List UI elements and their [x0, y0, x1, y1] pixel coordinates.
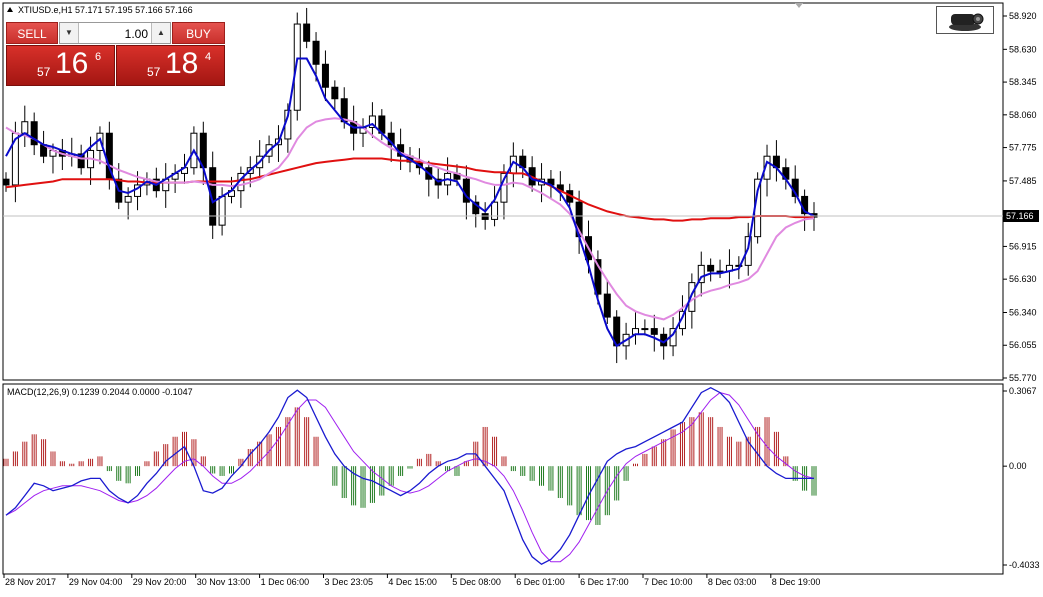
- candle-body: [312, 40, 320, 65]
- candle-body: [707, 264, 715, 272]
- buy-price-button[interactable]: 57 18 4: [116, 45, 225, 86]
- main-plot: [2, 7, 818, 364]
- time-tick-label: 30 Nov 13:00: [197, 577, 251, 587]
- time-tick-label: 7 Dec 10:00: [644, 577, 693, 587]
- buy-price-prefix: 57: [147, 65, 161, 79]
- lot-size-input[interactable]: [82, 25, 150, 43]
- price-tick-label: 56.340: [1009, 307, 1037, 317]
- time-tick-label: 29 Nov 20:00: [133, 577, 187, 587]
- candle-body: [2, 178, 10, 186]
- time-tick-label: 8 Dec 19:00: [772, 577, 821, 587]
- candle-body: [744, 236, 752, 266]
- macd-frame: [2, 383, 1004, 575]
- candle-body: [21, 121, 29, 134]
- candle-body: [641, 328, 649, 331]
- scroll-marker-icon: [795, 3, 803, 8]
- current-price-marker: [1003, 210, 1039, 222]
- candle-body: [763, 155, 771, 180]
- macd-tick-label: 0.00: [1009, 461, 1027, 471]
- macd-plot: [3, 386, 817, 565]
- candle-body: [603, 293, 611, 318]
- candle-body: [77, 153, 85, 169]
- time-tick-label: 1 Dec 06:00: [261, 577, 310, 587]
- time-tick-label: 5 Dec 08:00: [452, 577, 501, 587]
- macd-tick-label: 0.3067: [1009, 386, 1037, 396]
- time-tick-label: 6 Dec 01:00: [516, 577, 565, 587]
- candle-body: [331, 86, 339, 100]
- time-tick-label: 3 Dec 23:05: [325, 577, 374, 587]
- candle-body: [30, 121, 38, 146]
- time-tick-label: 29 Nov 04:00: [69, 577, 123, 587]
- price-tick-label: 56.055: [1009, 340, 1037, 350]
- macd-main-line: [5, 386, 814, 565]
- time-axis: 28 Nov 2017 29 Nov 04:00 29 Nov 20:00 30 No…: [3, 574, 821, 587]
- candle-body: [678, 310, 686, 330]
- macd-title: MACD(12,26,9) 0.1239 0.2044 0.0000 -0.10…: [7, 387, 193, 397]
- price-tick-label: 58.060: [1009, 110, 1037, 120]
- screenshot-camera-button[interactable]: [936, 6, 994, 34]
- candle-body: [594, 259, 602, 295]
- time-tick-label: 28 Nov 2017: [5, 577, 56, 587]
- time-tick-label: 8 Dec 03:00: [708, 577, 757, 587]
- macd-tick-label: -0.4033: [1009, 560, 1040, 570]
- candle-body: [481, 213, 489, 220]
- candle-body: [491, 201, 499, 220]
- candle-body: [650, 328, 658, 335]
- sell-price-sup: 6: [95, 51, 102, 63]
- buy-button[interactable]: BUY: [172, 22, 225, 44]
- candle-body: [697, 264, 705, 284]
- current-price-label: 57.166: [1006, 211, 1034, 221]
- chart-title: XTIUSD.e,H1 57.171 57.195 57.166 57.166: [18, 5, 193, 15]
- price-axis: 58.920 58.630 58.345 58.060 57.775 57.485 56.9…: [1003, 11, 1037, 383]
- candle-body: [303, 23, 311, 42]
- price-tick-label: 58.630: [1009, 44, 1037, 54]
- sell-price-prefix: 57: [37, 65, 51, 79]
- price-tick-label: 58.345: [1009, 77, 1037, 87]
- lot-decrease-icon[interactable]: ▼: [60, 23, 79, 43]
- macd-signal-line: [5, 392, 815, 563]
- buy-price-sup: 4: [205, 51, 212, 63]
- sell-price-button[interactable]: 57 16 6: [6, 45, 115, 86]
- time-tick-label: 6 Dec 17:00: [580, 577, 629, 587]
- candle-body: [218, 195, 226, 226]
- candle-body: [368, 115, 376, 128]
- lot-increase-icon[interactable]: ▲: [151, 23, 170, 43]
- price-tick-label: 56.630: [1009, 274, 1037, 284]
- sell-button[interactable]: SELL: [6, 22, 58, 44]
- ma-fast-line: [5, 57, 815, 348]
- candle-body: [124, 195, 132, 203]
- price-tick-label: 58.920: [1009, 11, 1037, 21]
- candle-body: [716, 270, 724, 273]
- candle-body: [293, 23, 301, 111]
- time-tick-label: 4 Dec 15:00: [388, 577, 437, 587]
- price-tick-label: 57.485: [1009, 176, 1037, 186]
- macd-axis: 0.3067 0.00 -0.4033: [1003, 386, 1040, 570]
- lot-size-control: ▼ ▲: [59, 22, 171, 44]
- candle-body: [321, 63, 329, 88]
- camera-icon: [949, 13, 984, 31]
- buy-price-big: 18: [165, 47, 199, 80]
- ma-slow-line: [5, 117, 815, 321]
- chart-title-triangle-icon: [7, 7, 13, 12]
- price-tick-label: 55.770: [1009, 373, 1037, 383]
- one-click-trading-panel: SELL ▼ ▲ BUY 57 16 6 57 18 4: [6, 22, 225, 86]
- price-tick-label: 57.775: [1009, 143, 1037, 153]
- price-tick-label: 56.915: [1009, 241, 1037, 251]
- candle-body: [209, 167, 217, 226]
- sell-price-big: 16: [55, 47, 89, 80]
